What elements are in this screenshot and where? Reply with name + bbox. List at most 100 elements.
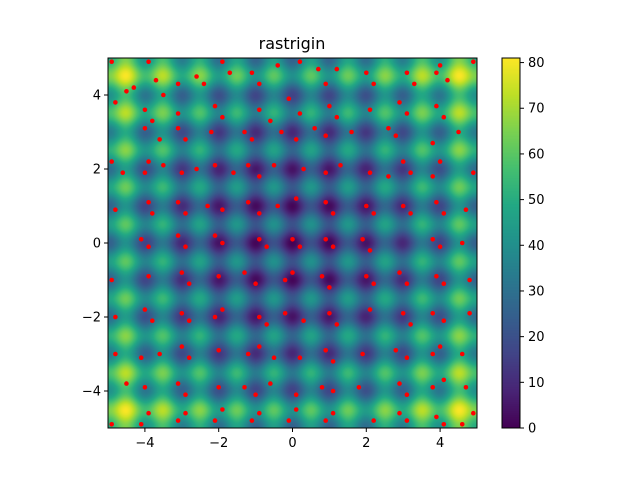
scatter-point [220, 59, 225, 64]
scatter-point [157, 351, 162, 357]
scatter-point [397, 100, 402, 105]
scatter-point [194, 166, 199, 172]
scatter-point [441, 114, 447, 120]
scatter-point [408, 211, 413, 216]
scatter-point [286, 96, 292, 101]
scatter-point [356, 385, 362, 390]
plot-area [108, 58, 477, 428]
scatter-point [113, 314, 118, 320]
scatter-point [430, 140, 436, 146]
scatter-point [371, 211, 376, 216]
rastrigin-heatmap [108, 58, 477, 428]
scatter-point [131, 85, 137, 90]
scatter-point [245, 351, 251, 357]
scatter-point [271, 163, 277, 168]
scatter-point [360, 351, 365, 357]
scatter-point [293, 137, 299, 142]
scatter-point [293, 196, 299, 201]
x-tick-label: 0 [288, 436, 296, 451]
colorbar-tick-label: 70 [528, 102, 545, 117]
scatter-point [183, 410, 188, 416]
scatter-point [330, 410, 336, 416]
scatter-point [149, 118, 155, 124]
scatter-point [186, 355, 192, 361]
scatter-point [441, 422, 447, 427]
scatter-point [367, 170, 373, 175]
colorbar-tick-label: 50 [528, 193, 545, 208]
scatter-point [142, 107, 148, 113]
y-tick-label: 2 [93, 163, 101, 178]
scatter-point [179, 170, 185, 175]
scatter-point [334, 114, 340, 120]
scatter-point [124, 381, 129, 386]
scatter-point [297, 355, 303, 361]
scatter-point [220, 307, 225, 312]
scatter-point [393, 133, 399, 138]
colorbar-tick-label: 80 [528, 56, 545, 71]
scatter-point [275, 203, 281, 209]
x-axis: −4 −2 0 2 4 [135, 428, 444, 451]
scatter-point [256, 174, 262, 179]
scatter-point [256, 314, 262, 320]
scatter-point [282, 311, 288, 316]
scatter-point [459, 351, 465, 357]
scatter-point [161, 92, 166, 98]
scatter-point [216, 348, 221, 353]
scatter-point [323, 170, 329, 175]
scatter-point [216, 385, 221, 390]
scatter-point [245, 200, 251, 205]
scatter-point [227, 70, 233, 76]
scatter-point [404, 418, 410, 423]
scatter-point [471, 170, 476, 175]
scatter-point [330, 211, 336, 216]
x-tick-label: −2 [209, 436, 228, 451]
scatter-point [441, 281, 447, 287]
scatter-point [441, 318, 447, 324]
colorbar-tick-label: 30 [528, 284, 545, 299]
scatter-point [301, 166, 306, 172]
scatter-point [149, 318, 155, 324]
scatter-point [146, 244, 151, 249]
scatter-point [471, 59, 476, 64]
scatter-point [138, 237, 144, 242]
scatter-point [231, 170, 236, 175]
scatter-point [371, 281, 376, 287]
scatter-point [109, 422, 114, 427]
scatter-point [434, 414, 439, 420]
scatter-point [404, 281, 410, 287]
colorbar-tick-label: 0 [528, 422, 536, 437]
scatter-point [242, 270, 247, 275]
scatter-point [175, 200, 181, 205]
scatter-point [175, 233, 181, 238]
scatter-point [175, 126, 181, 131]
scatter-point [209, 129, 214, 135]
scatter-point [220, 240, 225, 246]
x-tick-label: −4 [135, 436, 154, 451]
scatter-point [113, 351, 118, 357]
scatter-point [242, 129, 247, 135]
scatter-point [109, 159, 114, 164]
scatter-point [264, 244, 269, 249]
scatter-point [404, 70, 410, 76]
scatter-point [256, 410, 262, 416]
scatter-point [175, 81, 181, 87]
scatter-point [430, 385, 436, 390]
scatter-point [264, 322, 269, 327]
scatter-point [367, 107, 373, 113]
scatter-point [146, 159, 151, 164]
scatter-point [467, 277, 472, 283]
scatter-point [371, 418, 376, 423]
scatter-point [179, 270, 185, 275]
scatter-point [330, 388, 336, 394]
scatter-point [386, 126, 391, 131]
scatter-point [271, 355, 277, 361]
colorbar-axis: 0 10 20 30 40 50 60 70 80 [520, 56, 545, 437]
scatter-point [183, 211, 188, 216]
colorbar-frame [501, 57, 521, 429]
scatter-point [323, 133, 329, 138]
scatter-point [220, 114, 225, 120]
scatter-point [456, 129, 461, 135]
scatter-point [242, 385, 247, 390]
scatter-point [109, 59, 114, 64]
scatter-point [367, 307, 373, 312]
